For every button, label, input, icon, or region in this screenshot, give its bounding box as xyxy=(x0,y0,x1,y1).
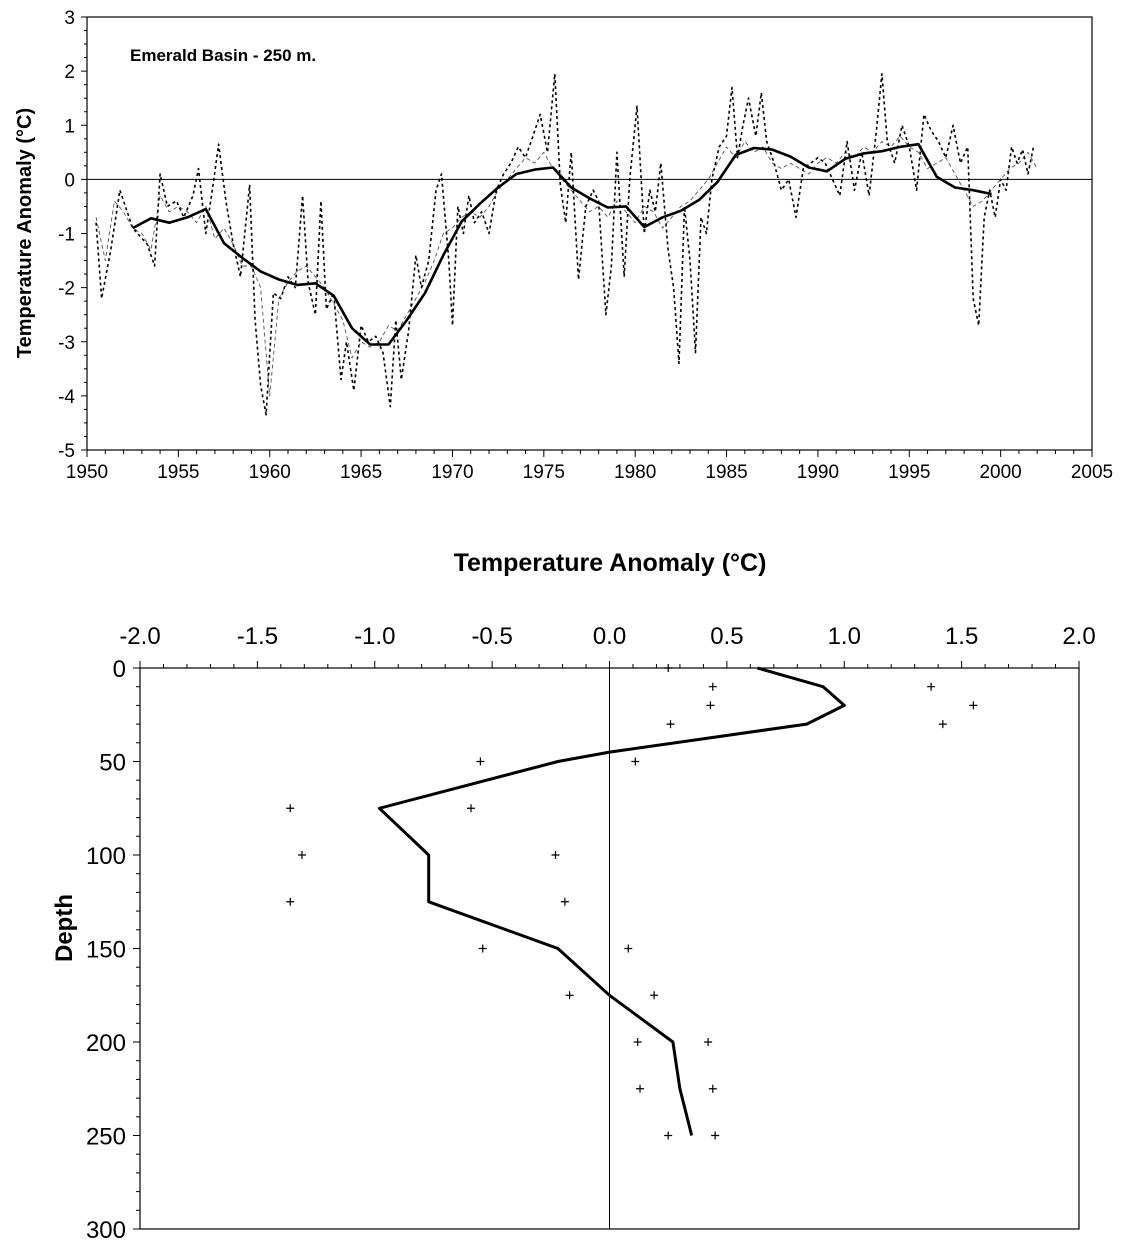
top-x-tick-label: 1990 xyxy=(797,462,839,483)
bottom-chart-title: Temperature Anomaly (°C) xyxy=(454,549,767,577)
bottom-plus-marker xyxy=(286,897,295,906)
bottom-plus-marker xyxy=(297,851,306,859)
bottom-y-tick-label: 0 xyxy=(113,656,126,683)
bottom-plus-marker xyxy=(633,1038,642,1046)
bottom-y-tick-label: 250 xyxy=(86,1124,126,1151)
bottom-plus-marker xyxy=(708,682,717,691)
bottom-x-tick-label: -0.5 xyxy=(471,623,512,650)
top-y-tick-label: -2 xyxy=(58,279,75,300)
bottom-x-tick-label: 2.0 xyxy=(1062,623,1095,650)
top-x-tick-label: 1995 xyxy=(888,462,930,483)
bottom-series-group xyxy=(286,664,978,1140)
bottom-plus-marker xyxy=(711,1131,720,1140)
top-x-tick-label: 1960 xyxy=(249,462,291,483)
timeseries-chart: 1950 1955 1960 1965 1970 1975 1980 1985 1990 1995… xyxy=(14,8,1113,483)
bottom-plus-marker xyxy=(286,804,295,813)
top-y-tick-label: -3 xyxy=(58,333,75,354)
top-y-tick-label: 3 xyxy=(64,8,75,29)
bottom-plus-marker xyxy=(938,720,947,729)
bottom-plus-marker xyxy=(551,851,560,859)
bottom-y-tick-label: 50 xyxy=(99,750,126,777)
top-annotation: Emerald Basin - 250 m. xyxy=(130,46,316,65)
top-x-tick-label: 1975 xyxy=(523,462,565,483)
bottom-x-tick-label: 1.5 xyxy=(945,623,978,650)
top-x-tick-label: 1965 xyxy=(340,462,382,483)
top-y-tick-label: 1 xyxy=(64,116,75,137)
depth-profile-chart: Temperature Anomaly (°C) -2.0 -1.5 -1.0 -0.… xyxy=(51,549,1096,1241)
bottom-axis-ticks: -2.0 -1.5 -1.0 -0.5 0.0 0.5 1.0 1.5 2.0 0 50 100 150… xyxy=(86,623,1096,1241)
bottom-plus-marker xyxy=(706,701,715,710)
top-y-tick-label: 0 xyxy=(64,170,75,191)
top-y-tick-label: -5 xyxy=(58,441,75,462)
bottom-plus-marker xyxy=(466,804,475,813)
bottom-plus-marker xyxy=(636,1084,645,1093)
bottom-plus-marker xyxy=(560,897,569,906)
bottom-plus-marker xyxy=(478,944,487,953)
bottom-plus-marker xyxy=(927,682,936,691)
top-x-tick-label: 1950 xyxy=(66,462,108,483)
bottom-x-tick-label: -2.0 xyxy=(119,623,160,650)
bottom-plus-marker xyxy=(664,664,673,672)
bottom-x-tick-label: -1.0 xyxy=(354,623,395,650)
bottom-plus-marker xyxy=(704,1038,713,1046)
bottom-y-axis-label: Depth xyxy=(51,894,78,962)
top-y-axis-label: Temperature Anomaly (°C) xyxy=(14,108,36,358)
bottom-plus-marker xyxy=(650,991,659,1000)
top-series-line-solid-thick xyxy=(132,142,992,346)
bottom-x-tick-label: -1.5 xyxy=(237,623,278,650)
top-x-tick-label: 1980 xyxy=(614,462,656,483)
bottom-y-tick-label: 200 xyxy=(86,1030,126,1057)
bottom-plus-marker xyxy=(969,701,978,710)
top-x-tick-label: 1955 xyxy=(157,462,199,483)
top-y-tick-label: 2 xyxy=(64,62,75,83)
bottom-x-tick-label: 0.0 xyxy=(593,623,626,650)
top-y-tick-label: -1 xyxy=(58,225,75,246)
bottom-x-tick-label: 1.0 xyxy=(828,623,861,650)
bottom-profile-line xyxy=(377,666,846,1136)
bottom-plus-marker xyxy=(565,991,574,1000)
top-series-line-dotted xyxy=(95,73,1035,416)
top-series-line-dashed-thin xyxy=(95,135,1038,397)
top-x-tick-label: 2005 xyxy=(1071,462,1113,483)
bottom-plus-marker xyxy=(631,757,640,766)
top-series-group xyxy=(95,73,1038,416)
top-axis-ticks: 1950 1955 1960 1965 1970 1975 1980 1985 1990 1995… xyxy=(58,8,1113,483)
bottom-x-tick-label: 0.5 xyxy=(710,623,743,650)
bottom-plus-marker xyxy=(476,757,485,766)
top-y-tick-label: -4 xyxy=(58,387,75,408)
top-plot-frame xyxy=(86,16,1093,451)
top-x-tick-label: 1970 xyxy=(431,462,473,483)
top-x-tick-label: 2000 xyxy=(979,462,1021,483)
bottom-y-tick-label: 150 xyxy=(86,937,126,964)
bottom-y-tick-label: 300 xyxy=(86,1217,126,1241)
bottom-plus-marker xyxy=(666,720,675,729)
bottom-plus-marker xyxy=(664,1131,673,1140)
top-x-tick-label: 1985 xyxy=(705,462,747,483)
bottom-y-tick-label: 100 xyxy=(86,843,126,870)
bottom-plus-marker xyxy=(708,1084,717,1093)
bottom-plus-marker xyxy=(624,944,633,953)
